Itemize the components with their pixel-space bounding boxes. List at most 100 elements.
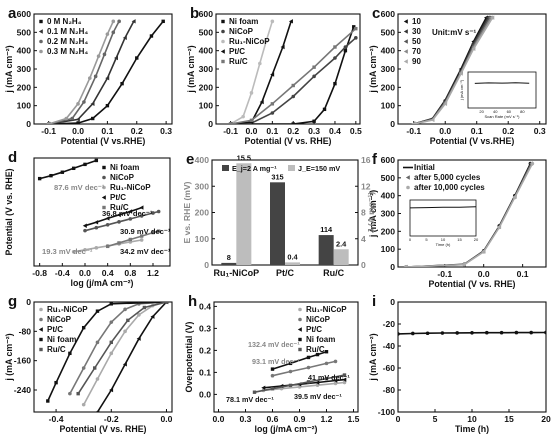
data-point (109, 340, 113, 345)
panel-f: f-0.1 0.0 0.10100200300400500600Potential … (368, 151, 547, 289)
inset-tick-label: 40 (493, 109, 498, 114)
panel-b: b -0.1 0.0 0.1 0.2 0.3 0.4 0.5 0 100 200 300 400 500 6… (186, 5, 362, 146)
x-tick-label: 0.2 (502, 126, 514, 136)
legend-marker (298, 347, 302, 352)
series-line (413, 17, 494, 124)
legend-marker (38, 327, 43, 332)
data-point (249, 91, 254, 95)
x-tick-label: 0.0 (72, 126, 84, 136)
y-tick-label: 200 (199, 82, 214, 92)
series-line (405, 163, 534, 267)
bar (285, 262, 300, 265)
legend-entry: Ru₁-NiCoP (229, 37, 270, 46)
data-point (288, 361, 293, 366)
data-point (291, 122, 295, 124)
x-tick-label: 0.1 (517, 269, 529, 279)
y-tick-label: 0.0 (199, 389, 211, 399)
data-point (93, 366, 97, 370)
data-point (135, 56, 139, 60)
data-point (131, 19, 136, 24)
data-point (82, 100, 86, 104)
x-tick-label: 0.0 (478, 269, 490, 279)
data-point (117, 241, 121, 245)
y-tick-label: 500 (199, 27, 214, 37)
data-point (485, 330, 489, 335)
data-point (499, 330, 504, 335)
x-tick-label: 1.2 (321, 414, 333, 424)
y-tick-label: 0 (390, 262, 395, 272)
y-axis-label-right: J (A mg⁻¹) (366, 192, 376, 234)
legend-entry: Ni foam (229, 17, 258, 26)
data-point (270, 367, 275, 371)
y-tick-label: 500 (17, 27, 32, 37)
panel-letter: a (8, 5, 17, 22)
data-point (425, 331, 430, 336)
data-point (81, 325, 86, 330)
legend-entry: Pt/C (229, 47, 245, 56)
legend-marker (39, 337, 43, 342)
legend-entry: 0.3 M N₂H₄ (47, 47, 88, 56)
series-group (37, 158, 161, 254)
y-tick-label-right: 0 (361, 260, 366, 270)
data-point (342, 373, 347, 377)
data-point (105, 103, 110, 108)
data-point (139, 234, 144, 238)
data-point (164, 302, 169, 304)
y-tick-label-right: 16 (361, 155, 371, 165)
data-point (109, 320, 114, 324)
data-point (259, 99, 264, 105)
data-point (342, 380, 347, 385)
y-tick-label: 600 (381, 9, 396, 19)
data-point (139, 214, 144, 218)
legend-marker (221, 29, 225, 34)
x-tick-label: 0.4 (329, 126, 341, 136)
data-point (544, 330, 546, 335)
x-tick-label: 0.3 (160, 126, 172, 136)
data-point (91, 116, 95, 121)
y-tick-label: 200 (381, 82, 396, 92)
series-group (46, 19, 165, 124)
tafel-slope-label: 87.6 mV dec⁻¹ (54, 183, 105, 192)
y-axis-label: j (mA cm⁻²) (368, 45, 378, 93)
data-point (462, 262, 467, 267)
legend-entry: Ru₁-NiCoP (47, 305, 88, 314)
data-point (111, 19, 116, 24)
legend-entry: 90 (412, 57, 421, 66)
panel-h: h 0.0 0.3 0.6 0.9 1.2 1.5 0.0 0.1 0.2 0.3 0.4 log (j… (184, 293, 360, 434)
x-tick-label: 0.2 (287, 126, 299, 136)
panel-letter: f (372, 151, 378, 168)
x-tick-label: 0.3 (308, 126, 320, 136)
legend-marker (38, 29, 43, 34)
tafel-slope-label: 30.9 mV dec⁻¹ (120, 227, 171, 236)
legend-entry: NiCoP (306, 315, 331, 324)
panel-letter: h (188, 293, 197, 310)
y-tick-label: 500 (381, 173, 396, 183)
legend-marker (221, 59, 225, 64)
data-point (71, 166, 76, 171)
bar-value-label: 8 (227, 253, 231, 262)
y-tick-label: 600 (199, 9, 214, 19)
y-axis-label: Overpotential (V) (184, 321, 194, 392)
series-line (39, 159, 97, 180)
data-point (122, 362, 127, 367)
category-label: Ru/C (323, 268, 344, 278)
panel-a: a -0.1 0.0 0.1 0.2 0.3 0 100 200 300 400 500 600 Pote… (4, 5, 173, 146)
y-tick-label: 300 (381, 64, 396, 74)
data-point (324, 350, 329, 354)
data-point (123, 307, 127, 312)
panel-letter: e (186, 151, 194, 168)
plot-frame (33, 157, 171, 267)
x-tick-label: 0 (396, 414, 401, 424)
legend-marker (39, 317, 43, 322)
x-tick-label: -0.1 (223, 126, 238, 136)
data-point (270, 386, 275, 391)
legend-entry: Ni foam (47, 335, 76, 344)
data-point (156, 209, 161, 214)
plot-frame (397, 301, 547, 413)
legend-marker (403, 59, 408, 64)
inset-tick-label: 20 (479, 109, 484, 114)
data-point (398, 332, 400, 336)
tafel-slope-label: 36.8 mV dec⁻¹ (102, 209, 153, 218)
data-point (333, 359, 338, 364)
y-tick-label: 0 (390, 119, 395, 129)
